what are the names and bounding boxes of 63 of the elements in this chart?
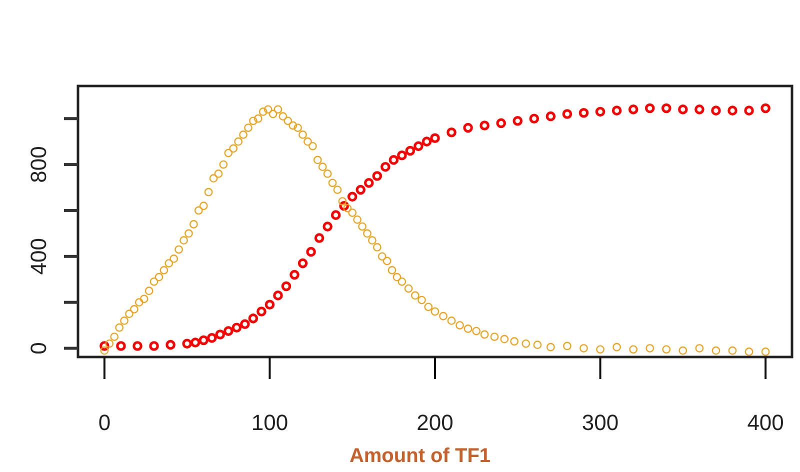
y-tick-label: 400	[26, 238, 51, 275]
point	[661, 103, 672, 114]
point	[562, 109, 572, 119]
point	[728, 106, 738, 116]
point	[595, 106, 606, 117]
point	[224, 326, 234, 336]
point	[512, 116, 523, 126]
point	[388, 155, 399, 165]
point	[281, 281, 292, 292]
point	[446, 127, 456, 138]
point	[330, 210, 341, 220]
point	[273, 290, 283, 300]
point	[422, 136, 432, 146]
point	[578, 108, 589, 118]
x-tick-label: 100	[251, 410, 288, 435]
point	[678, 104, 688, 114]
point	[322, 222, 332, 232]
point	[206, 333, 217, 343]
point	[182, 338, 192, 349]
y-tick-label: 0	[26, 342, 51, 354]
point	[546, 111, 556, 122]
point	[694, 104, 704, 114]
x-tick-label: 0	[98, 410, 111, 435]
point	[149, 341, 159, 351]
point	[430, 133, 440, 144]
point	[264, 300, 275, 310]
point	[347, 192, 358, 202]
point	[372, 171, 382, 181]
point	[256, 306, 266, 316]
point	[198, 335, 209, 346]
point	[744, 106, 754, 116]
y-tick-label: 800	[26, 146, 51, 183]
point	[215, 330, 226, 340]
x-tick-label: 300	[582, 410, 619, 435]
x-tick-label: 200	[416, 410, 454, 435]
point	[496, 118, 506, 128]
point	[463, 122, 473, 133]
point	[414, 141, 424, 152]
point	[397, 150, 407, 160]
point	[240, 319, 250, 330]
point	[480, 120, 490, 130]
point	[298, 258, 308, 268]
point	[405, 146, 416, 156]
point	[190, 338, 200, 348]
point	[644, 103, 655, 114]
x-axis-title: Amount of TF1	[349, 445, 491, 467]
point	[290, 270, 300, 280]
x-tick-label: 400	[747, 410, 784, 435]
point	[364, 178, 374, 188]
point	[760, 103, 770, 114]
point	[132, 341, 142, 351]
point	[711, 106, 721, 116]
point	[612, 106, 622, 116]
point	[380, 162, 390, 172]
point	[116, 341, 126, 351]
point	[306, 246, 316, 257]
point	[529, 114, 540, 124]
point	[356, 184, 366, 195]
point	[628, 104, 638, 114]
point	[232, 322, 242, 333]
point	[314, 233, 324, 243]
point	[166, 340, 176, 350]
point	[248, 314, 258, 324]
